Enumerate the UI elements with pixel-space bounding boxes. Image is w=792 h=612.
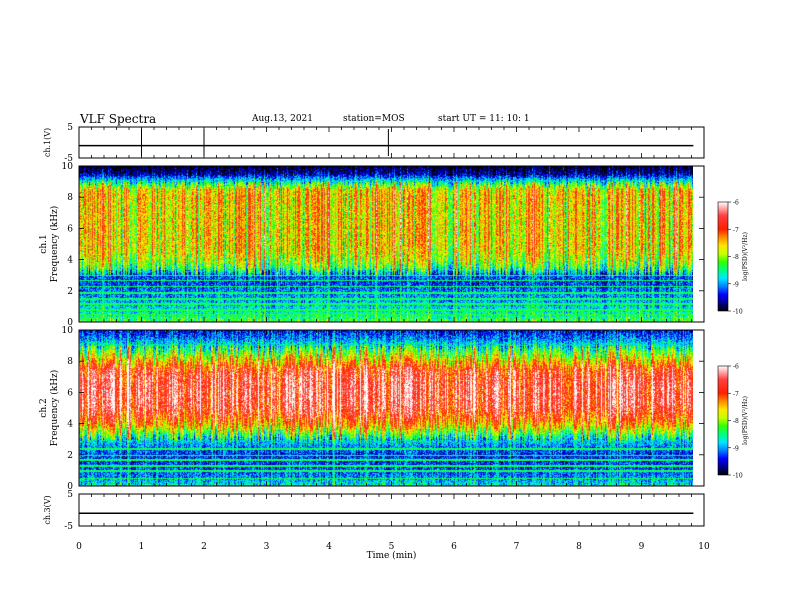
ch2-spectrogram-ytick-label: 4 (67, 420, 73, 430)
ch2-spectrogram-ytick-label: 6 (67, 388, 73, 398)
ch3-waveform-ylabel: ch.3(V) (43, 495, 52, 524)
x-tick-label: 3 (264, 542, 270, 552)
ch3-waveform-ytick-label: 5 (67, 490, 73, 500)
ch2-spectrogram-colorbar (717, 365, 729, 476)
ch1-spectrogram-colorbar-tick-label: -7 (733, 227, 739, 234)
ch2-spectrogram-ytick-label: 0 (67, 482, 73, 492)
ch1-waveform-ytick-label: 5 (67, 123, 73, 133)
station-label: station=MOS (343, 114, 405, 124)
x-tick-label: 0 (76, 542, 82, 552)
ch1-waveform-ytick-label: -5 (64, 154, 73, 164)
ch1-spectrogram-ytick-label: 6 (67, 224, 73, 234)
x-tick-label: 10 (698, 542, 710, 552)
x-axis-label: Time (min) (367, 550, 417, 561)
ch1-spectrogram-ytick-label: 2 (67, 287, 73, 297)
date-label: Aug.13, 2021 (252, 114, 313, 124)
ch1-spectrogram-ylabel-frequency: Frequency (kHz) (49, 206, 60, 283)
x-tick-label: 8 (576, 542, 582, 552)
ch2-spectrogram-ytick-label: 8 (67, 357, 73, 367)
start-time-label: start UT = 11: 10: 1 (438, 114, 530, 124)
ch3-waveform-ytick-label: -5 (64, 522, 73, 532)
ch2-spectrogram-colorbar-tick-label: -10 (733, 473, 743, 480)
ch2-spectrogram-heatmap (79, 330, 693, 486)
ch2-spectrogram-ytick-label: 2 (67, 451, 73, 461)
ch1-spectrogram-colorbar-tick-label: -6 (733, 200, 739, 207)
x-tick-label: 7 (514, 542, 520, 552)
ch1-spectrogram-ytick-label: 10 (62, 162, 74, 172)
ch1-spectrogram-ylabel-channel: ch.1 (39, 234, 49, 253)
ch2-spectrogram-ylabel-frequency: Frequency (kHz) (49, 370, 60, 447)
x-tick-label: 2 (201, 542, 207, 552)
x-tick-label: 9 (639, 542, 645, 552)
ch2-spectrogram-ytick-label: 10 (62, 326, 74, 336)
ch1-spectrogram-colorbar-label: log(PSD)(V²/Hz) (742, 232, 749, 281)
ch1-spectrogram-ytick-label: 4 (67, 256, 73, 266)
ch1-spectrogram-colorbar (717, 201, 729, 312)
ch2-spectrogram-colorbar-tick-label: -8 (733, 418, 739, 425)
ch1-spectrogram-colorbar-tick-label: -10 (733, 309, 743, 316)
ch1-waveform-ylabel: ch.1(V) (43, 128, 52, 157)
ch1-spectrogram-ytick-label: 0 (67, 318, 73, 328)
figure-title: VLF Spectra (80, 112, 157, 126)
ch1-spectrogram-heatmap (79, 166, 693, 322)
x-tick-label: 4 (326, 542, 332, 552)
ch2-spectrogram-colorbar-tick-label: -9 (733, 445, 739, 452)
ch1-spectrogram-colorbar-tick-label: -8 (733, 254, 739, 261)
x-tick-label: 1 (139, 542, 145, 552)
x-tick-label: 5 (389, 542, 395, 552)
ch2-spectrogram-ylabel-channel: ch.2 (39, 398, 49, 417)
x-tick-label: 6 (451, 542, 457, 552)
ch2-spectrogram-colorbar-tick-label: -6 (733, 364, 739, 371)
ch1-spectrogram-colorbar-tick-label: -9 (733, 281, 739, 288)
ch1-spectrogram-ytick-label: 8 (67, 193, 73, 203)
ch2-spectrogram-colorbar-tick-label: -7 (733, 391, 739, 398)
ch2-spectrogram-colorbar-label: log(PSD)(V²/Hz) (742, 396, 749, 445)
